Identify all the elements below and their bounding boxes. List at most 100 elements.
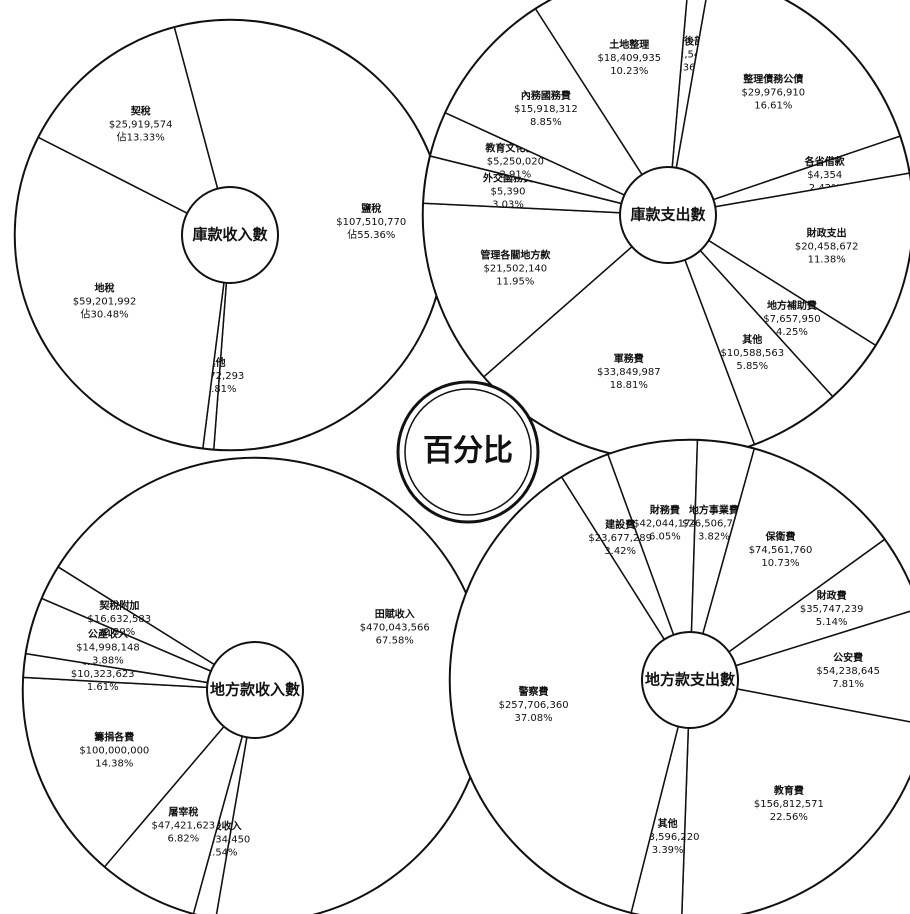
slice-amount: $20,458,672 (795, 241, 859, 252)
slice-percent: 2.91% (499, 170, 531, 181)
center-label: 百分比 (423, 434, 513, 469)
slice-label: 軍務費 (614, 352, 644, 365)
slice-amount: $16,632,583 (88, 614, 152, 625)
slice-amount: $257,706,360 (499, 700, 569, 711)
pie-slice (14, 136, 231, 450)
slice-percent: 3.82% (698, 531, 730, 542)
slice-label: 各省借款 (804, 155, 846, 168)
pie-slice (534, 0, 688, 218)
slice-amount: $23,596,220 (636, 832, 700, 843)
slice-label: 地稅 (95, 281, 115, 294)
slice-label: 契稅 (131, 105, 151, 118)
slice-percent: 7.81% (832, 679, 864, 690)
pie-center (181, 186, 279, 284)
pie-slice (40, 566, 256, 691)
slice-amount: $18,409,935 (597, 53, 661, 64)
slice-amount: $59,201,992 (73, 296, 137, 307)
slice-amount: $107,510,770 (336, 217, 406, 228)
slice-amount: $10,323,623 (71, 669, 135, 680)
slice-amount: $470,043,566 (360, 622, 430, 633)
slice-amount: $26,506,781 (682, 518, 746, 529)
slice-percent: 5.14% (816, 617, 848, 628)
slice-label: 建設費 (604, 518, 635, 531)
slice-percent: 佔13.33% (117, 131, 165, 144)
pie-title: 庫款支出數 (630, 206, 705, 224)
slice-label: 管理各關地方款 (480, 248, 551, 261)
pie-center (641, 631, 739, 729)
slice-amount: $7,657,950 (763, 314, 820, 325)
slice-amount: $156,812,571 (754, 799, 824, 810)
pie-slice (422, 202, 670, 378)
slice-percent: 8.85% (530, 117, 562, 128)
slice-label: 財政支出 (806, 226, 847, 239)
slice-percent: 3.42% (604, 546, 636, 557)
pie-slice (681, 679, 910, 914)
slice-percent: 18.81% (610, 380, 648, 391)
slice-percent: 1.61% (87, 682, 119, 693)
slice-percent: 佔30.48% (80, 307, 128, 320)
slice-percent: 3.03% (492, 200, 524, 211)
pie-slice (689, 610, 910, 723)
slice-label: 地方事業費 (689, 503, 739, 516)
slice-amount: $10,588,563 (720, 348, 784, 359)
slice-amount: $100,000,000 (79, 745, 149, 756)
slice-percent: 1.54% (206, 847, 238, 858)
slice-amount: $23,677,289 (588, 533, 652, 544)
slice-amount: $4,354 (807, 170, 842, 181)
slice-amount: $29,976,910 (741, 87, 805, 98)
slice-amount: $3,234,450 (193, 834, 250, 845)
slice-percent: 22.56% (770, 812, 808, 823)
pie-slice (37, 26, 232, 237)
slice-percent: 16.61% (754, 100, 792, 111)
pie-slice (667, 0, 901, 217)
slice-label: 警察費 (518, 685, 549, 698)
pie-slice (688, 447, 886, 682)
slice-percent: 3.88% (92, 655, 124, 666)
slice-percent: 6.05% (649, 532, 681, 543)
slice-amount: $5,250,020 (487, 157, 544, 168)
pie-title: 地方款支出數 (645, 671, 735, 689)
slice-amount: $14,998,148 (76, 642, 140, 653)
pie-slice (22, 676, 257, 868)
pie-slice (444, 7, 671, 217)
slice-percent: 佔55.36% (347, 228, 395, 241)
slice-amount: $35,747,239 (800, 604, 864, 615)
slice-label: 教育費 (773, 784, 804, 797)
slice-amount: $74,561,760 (749, 545, 813, 556)
slice-label: 保衛費 (765, 530, 796, 543)
pie-slice (560, 453, 691, 681)
pie-center (619, 166, 717, 264)
slice-label: 土地整理 (609, 38, 649, 51)
slice-percent: 10.73% (761, 558, 799, 569)
slice-amount: $5,390 (491, 187, 526, 198)
pie-title: 庫款收入數 (192, 226, 267, 244)
slice-percent: 14.38% (95, 758, 133, 769)
slice-label: 屠宰稅 (168, 805, 198, 818)
slice-label: 鹽稅 (361, 202, 381, 215)
slice-label: 籌捐各費 (94, 730, 134, 743)
slice-label: 其他 (742, 333, 762, 346)
slice-percent: 5.85% (736, 361, 768, 372)
slice-amount: $15,918,312 (514, 104, 578, 115)
slice-percent: 4.25% (776, 327, 808, 338)
slice-percent: 10.23% (610, 66, 648, 77)
slice-percent: 37.08% (515, 713, 553, 724)
pie-slice (689, 538, 910, 681)
slice-percent: 6.82% (167, 833, 199, 844)
slice-percent: 3.39% (652, 845, 684, 856)
slice-amount: $1,572,293 (187, 371, 244, 382)
slice-amount: $21,502,140 (484, 263, 548, 274)
slice-label: 田賦收入 (375, 607, 415, 620)
slice-label: 財政費 (816, 589, 847, 602)
pie-center (206, 641, 304, 739)
slice-label: 其他 (658, 817, 678, 830)
slice-amount: $33,849,987 (597, 367, 661, 378)
pie-slice (665, 172, 910, 347)
center-ring (396, 380, 540, 524)
slice-label: 契稅附加 (99, 599, 139, 612)
slice-label: 財務費 (649, 504, 680, 517)
slice-percent: 11.95% (496, 276, 534, 287)
slice-amount: $54,238,645 (816, 666, 880, 677)
slice-label: 公安費 (833, 651, 863, 664)
